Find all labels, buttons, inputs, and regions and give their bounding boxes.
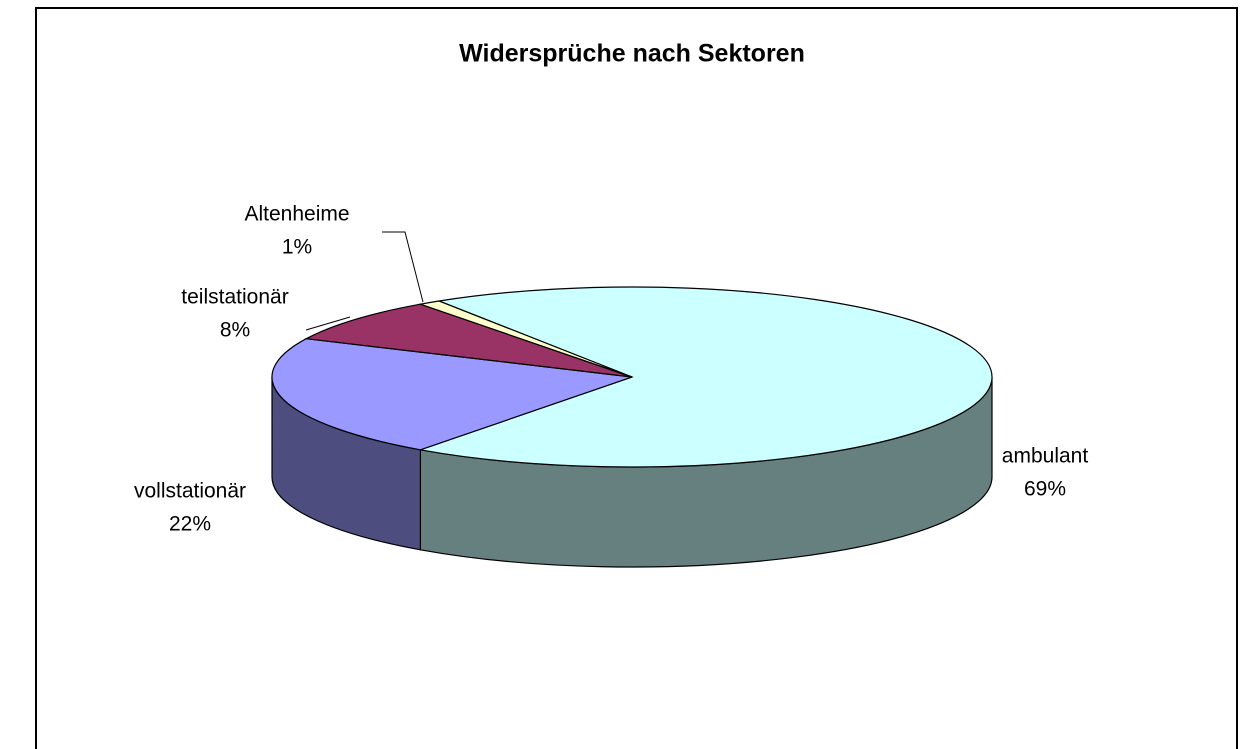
- chart-title: Widersprüche nach Sektoren: [459, 40, 805, 68]
- pie-slice: [418, 300, 633, 378]
- slice-label: vollstationär: [134, 480, 246, 503]
- slice-value-label: 8%: [220, 319, 250, 342]
- slice-label: ambulant: [1002, 445, 1089, 468]
- leader-line: [382, 231, 424, 303]
- pie-slice: [304, 303, 633, 378]
- slice-value-label: 22%: [169, 513, 211, 536]
- slice-label: Altenheime: [244, 203, 349, 226]
- leader-line: [305, 316, 351, 331]
- slice-label: teilstationär: [181, 286, 288, 309]
- slice-value-label: 69%: [1024, 478, 1066, 501]
- slice-value-label: 1%: [282, 236, 312, 259]
- pie-slice: [418, 286, 993, 468]
